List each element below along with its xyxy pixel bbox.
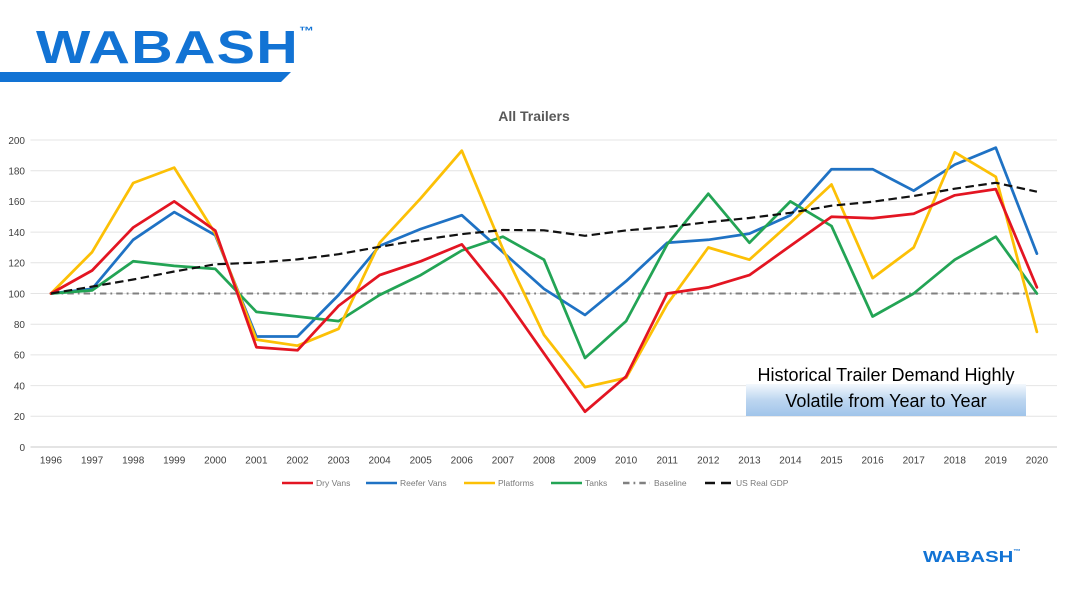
svg-text:2015: 2015	[820, 455, 843, 466]
svg-text:2008: 2008	[533, 455, 556, 466]
svg-text:2017: 2017	[903, 455, 926, 466]
svg-text:Dry Vans: Dry Vans	[316, 478, 350, 488]
svg-text:60: 60	[14, 351, 26, 362]
svg-text:2004: 2004	[368, 455, 391, 466]
svg-text:Reefer Vans: Reefer Vans	[400, 478, 447, 488]
svg-text:2006: 2006	[451, 455, 474, 466]
svg-text:2012: 2012	[697, 455, 720, 466]
svg-text:0: 0	[19, 443, 25, 454]
svg-text:2005: 2005	[410, 455, 433, 466]
svg-text:80: 80	[14, 320, 26, 331]
svg-text:120: 120	[8, 259, 25, 270]
svg-text:160: 160	[8, 197, 25, 208]
svg-text:2000: 2000	[204, 455, 227, 466]
svg-text:20: 20	[14, 412, 26, 423]
svg-text:Tanks: Tanks	[585, 478, 607, 488]
svg-text:Baseline: Baseline	[654, 478, 687, 488]
svg-text:2001: 2001	[245, 455, 268, 466]
svg-text:1997: 1997	[81, 455, 104, 466]
svg-text:1996: 1996	[40, 455, 63, 466]
svg-text:100: 100	[8, 289, 25, 300]
svg-text:2020: 2020	[1026, 455, 1049, 466]
svg-text:Platforms: Platforms	[498, 478, 534, 488]
svg-text:140: 140	[8, 228, 25, 239]
svg-text:2016: 2016	[861, 455, 884, 466]
svg-text:2003: 2003	[327, 455, 350, 466]
svg-text:1999: 1999	[163, 455, 186, 466]
svg-text:200: 200	[8, 136, 25, 147]
svg-text:2010: 2010	[615, 455, 638, 466]
svg-text:2018: 2018	[944, 455, 967, 466]
svg-text:2011: 2011	[656, 455, 678, 466]
svg-text:40: 40	[14, 381, 26, 392]
svg-text:US Real GDP: US Real GDP	[736, 478, 789, 488]
svg-text:All Trailers: All Trailers	[498, 108, 570, 124]
svg-text:2019: 2019	[985, 455, 1008, 466]
svg-text:1998: 1998	[122, 455, 145, 466]
svg-text:2007: 2007	[492, 455, 515, 466]
svg-text:2013: 2013	[738, 455, 761, 466]
svg-text:2014: 2014	[779, 455, 802, 466]
svg-text:180: 180	[8, 167, 25, 178]
svg-text:2009: 2009	[574, 455, 597, 466]
svg-text:2002: 2002	[286, 455, 309, 466]
